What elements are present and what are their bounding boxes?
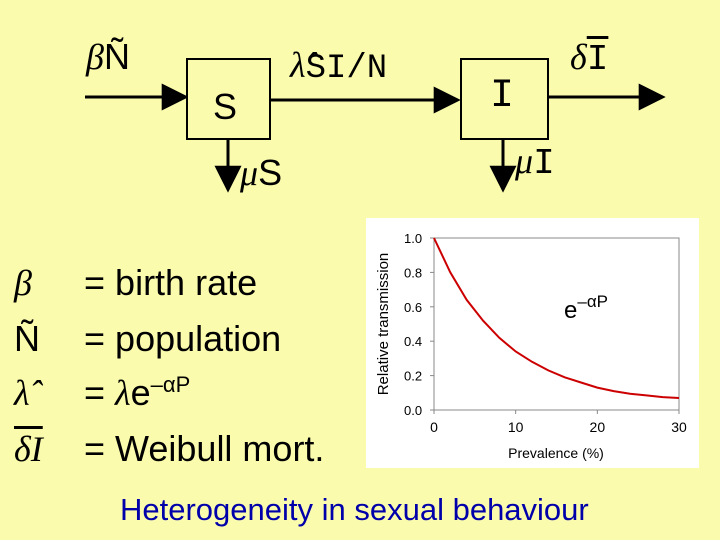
legend-e: e xyxy=(130,372,151,413)
birth-symbol: β xyxy=(86,37,104,77)
y-tick-label: 0.8 xyxy=(404,265,422,280)
y-tick-label: 0.6 xyxy=(404,300,422,315)
death-s-var: S xyxy=(258,152,283,193)
legend-row-delta: δI = Weibull mort. xyxy=(14,428,324,470)
legend-row-lambda: λ̂ = λe–αP xyxy=(14,372,190,414)
legend-equals: = xyxy=(84,262,106,303)
death-i-var: I xyxy=(533,143,555,184)
footer-caption: Heterogeneity in sexual behaviour xyxy=(120,492,589,527)
legend-symbol: β xyxy=(14,263,32,303)
x-tick-label: 10 xyxy=(508,419,524,435)
transmission-chart: 0.0 0.2 0.4 0.6 0.8 1.0 0 10 20 30 Relative tran… xyxy=(375,231,687,461)
chart-annotation: e–αP xyxy=(564,292,608,324)
y-tick-label: 0.2 xyxy=(404,369,422,384)
box-i-label: I xyxy=(490,74,515,119)
legend-symbol: δI xyxy=(14,429,43,469)
legend-equals: = xyxy=(84,318,106,359)
birth-label: βÑ xyxy=(86,36,130,78)
box-i xyxy=(460,58,549,140)
legend-equals: = xyxy=(84,372,106,413)
legend-symbol: λ̂ xyxy=(14,373,30,413)
death-s-symbol: μ xyxy=(240,153,259,193)
x-tick-label: 0 xyxy=(430,419,438,435)
box-s xyxy=(186,58,271,140)
disease-death-label: δI xyxy=(570,36,608,80)
chart-panel: 0.0 0.2 0.4 0.6 0.8 1.0 0 10 20 30 Relative tran… xyxy=(366,218,699,468)
legend-row-beta: β = birth rate xyxy=(14,262,257,304)
legend-exp: –αP xyxy=(150,372,191,397)
annotation-base: e xyxy=(564,297,577,324)
y-tick-label: 0.0 xyxy=(404,403,422,418)
x-axis-label: Prevalence (%) xyxy=(508,445,604,461)
infection-expr: SI/N xyxy=(305,50,388,88)
series-line xyxy=(433,237,680,399)
legend-text: birth rate xyxy=(115,262,258,303)
infection-label: λ̂SI/N xyxy=(290,44,387,88)
flow-arrows xyxy=(85,83,666,193)
death-i-label: μI xyxy=(515,140,555,184)
plot-frame xyxy=(433,237,680,411)
annotation-sup: –αP xyxy=(577,292,608,311)
legend-text: population xyxy=(115,318,282,359)
y-tick-label: 0.4 xyxy=(404,334,422,349)
legend-symbol: Ñ xyxy=(14,318,40,359)
birth-var: Ñ xyxy=(103,36,130,77)
box-s-label: S xyxy=(213,86,238,127)
legend-text: Weibull mort. xyxy=(115,428,325,469)
death-s-label: μS xyxy=(240,152,282,194)
x-tick-label: 20 xyxy=(590,419,606,435)
death-i-symbol: μ xyxy=(515,141,534,181)
legend-lambda: λ xyxy=(115,373,131,413)
y-axis-label: Relative transmission xyxy=(375,253,392,396)
legend-equals: = xyxy=(84,428,106,469)
disease-death-symbol: δ xyxy=(570,37,587,77)
infection-symbol: λ̂ xyxy=(290,45,306,85)
y-tick-label: 1.0 xyxy=(404,231,422,246)
legend-row-n: Ñ = population xyxy=(14,318,281,360)
x-tick-label: 30 xyxy=(671,419,687,435)
disease-death-var: I xyxy=(586,39,609,80)
